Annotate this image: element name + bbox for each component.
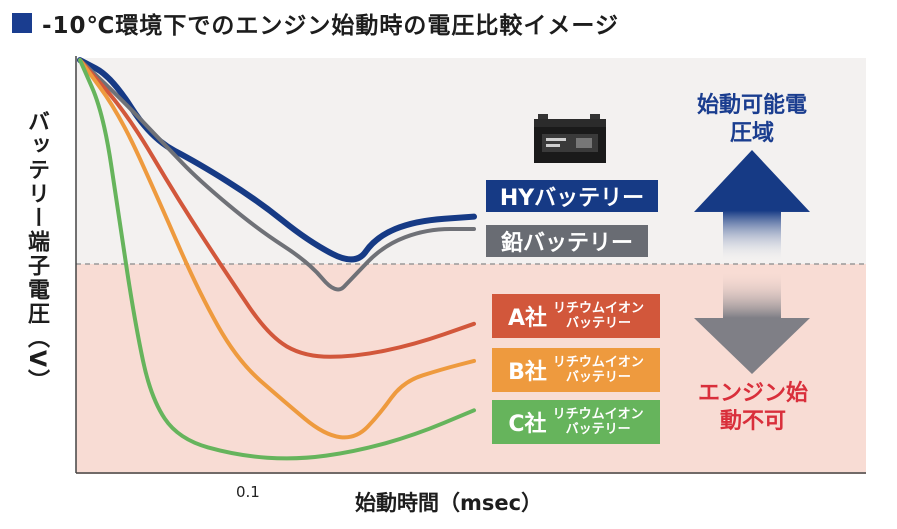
series-label-c-type: リチウムイオン バッテリー bbox=[553, 407, 644, 437]
series-label-b-type: リチウムイオン バッテリー bbox=[553, 355, 644, 385]
series-label-c-company: C社 bbox=[508, 412, 547, 437]
li-line2: バッテリー bbox=[565, 370, 631, 385]
ng-zone-arrow-down bbox=[694, 272, 810, 374]
series-label-a: A社 リチウムイオン バッテリー bbox=[492, 294, 660, 338]
x-axis-label: 始動時間（msec） bbox=[355, 491, 543, 515]
series-line-c bbox=[78, 58, 476, 461]
li-line1: リチウムイオン bbox=[553, 301, 645, 316]
li-line2: バッテリー bbox=[565, 422, 631, 437]
series-label-lead: 鉛バッテリー bbox=[486, 225, 648, 257]
title-marker-square bbox=[12, 13, 32, 33]
series-line-a bbox=[78, 58, 476, 359]
y-axis-label: バッテリー端子電圧（V） bbox=[24, 110, 49, 394]
series-label-a-company: A社 bbox=[507, 306, 547, 331]
series-line-hy bbox=[77, 57, 477, 263]
series-line-lead bbox=[78, 58, 476, 292]
ok-zone-arrow-up bbox=[694, 150, 810, 260]
li-line2: バッテリー bbox=[566, 316, 632, 331]
series-label-b-company: B社 bbox=[508, 360, 547, 385]
li-line1: リチウムイオン bbox=[552, 407, 644, 422]
series-label-a-type: リチウムイオン バッテリー bbox=[553, 301, 644, 331]
series-label-hy: HYバッテリー bbox=[486, 180, 658, 212]
chart-title-text: -10℃環境下でのエンジン始動時の電圧比較イメージ bbox=[42, 13, 619, 39]
ok-zone-label: 始動可能電圧域 bbox=[697, 93, 808, 146]
ng-zone-label: エンジン始動不可 bbox=[697, 381, 808, 434]
li-line1: リチウムイオン bbox=[552, 355, 644, 370]
chart-title: -10℃環境下でのエンジン始動時の電圧比較イメージ bbox=[12, 6, 619, 40]
series-line-b bbox=[78, 58, 476, 440]
battery-icon bbox=[534, 114, 606, 163]
x-tick-label: 0.1 bbox=[236, 483, 260, 501]
series-label-c: C社 リチウムイオン バッテリー bbox=[492, 400, 660, 444]
series-label-b: B社 リチウムイオン バッテリー bbox=[492, 348, 660, 392]
